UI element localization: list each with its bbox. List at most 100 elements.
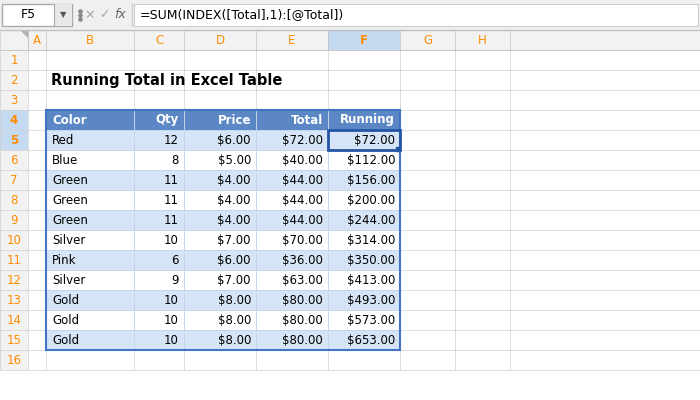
Text: $44.00: $44.00 xyxy=(282,214,323,226)
Bar xyxy=(184,310,256,330)
Bar xyxy=(256,230,328,250)
Text: 9: 9 xyxy=(10,214,18,226)
Bar xyxy=(328,250,400,270)
Bar xyxy=(46,130,134,150)
Polygon shape xyxy=(20,30,28,38)
Bar xyxy=(28,170,46,190)
Bar xyxy=(184,90,256,110)
Bar xyxy=(328,150,400,170)
Bar xyxy=(134,210,184,230)
Bar xyxy=(2,4,72,26)
Bar xyxy=(184,130,256,150)
Bar xyxy=(0,30,700,50)
Bar xyxy=(184,150,256,170)
Text: 10: 10 xyxy=(164,234,179,246)
Bar xyxy=(184,270,256,290)
Bar xyxy=(0,30,28,50)
Bar xyxy=(256,70,328,90)
Bar xyxy=(328,70,400,90)
Bar xyxy=(328,130,400,150)
Bar xyxy=(0,290,28,310)
Bar xyxy=(134,250,184,270)
Bar xyxy=(455,210,510,230)
Bar xyxy=(28,70,46,90)
Text: 8: 8 xyxy=(172,154,179,166)
Text: $8.00: $8.00 xyxy=(218,294,251,306)
Bar xyxy=(256,190,328,210)
Text: $4.00: $4.00 xyxy=(218,174,251,186)
Text: 1: 1 xyxy=(10,54,18,66)
Bar xyxy=(455,50,510,70)
Text: $493.00: $493.00 xyxy=(346,294,395,306)
Bar xyxy=(400,230,455,250)
Bar xyxy=(256,50,328,70)
Text: $70.00: $70.00 xyxy=(282,234,323,246)
Bar xyxy=(256,330,328,350)
Text: 10: 10 xyxy=(164,294,179,306)
Text: $40.00: $40.00 xyxy=(282,154,323,166)
Bar xyxy=(46,210,134,230)
Text: 16: 16 xyxy=(6,354,22,366)
Text: Color: Color xyxy=(52,114,87,126)
Text: A: A xyxy=(33,34,41,46)
Bar xyxy=(184,330,256,350)
Bar xyxy=(0,190,28,210)
Bar xyxy=(46,290,134,310)
Bar xyxy=(328,90,400,110)
Bar xyxy=(400,90,455,110)
Bar xyxy=(455,150,510,170)
Bar xyxy=(328,130,400,150)
Bar xyxy=(46,350,134,370)
Bar xyxy=(46,150,134,170)
Bar xyxy=(184,230,256,250)
Bar xyxy=(0,250,28,270)
Text: 10: 10 xyxy=(6,234,22,246)
Text: $6.00: $6.00 xyxy=(218,254,251,266)
Bar xyxy=(134,150,184,170)
Bar xyxy=(134,210,184,230)
Text: Running Total in Excel Table: Running Total in Excel Table xyxy=(51,72,282,88)
Text: 14: 14 xyxy=(6,314,22,326)
Bar xyxy=(256,210,328,230)
Bar xyxy=(256,290,328,310)
Text: G: G xyxy=(423,34,432,46)
Text: $4.00: $4.00 xyxy=(218,214,251,226)
Text: 6: 6 xyxy=(10,154,18,166)
Text: $573.00: $573.00 xyxy=(346,314,395,326)
Bar xyxy=(328,290,400,310)
Bar xyxy=(134,50,184,70)
Text: $6.00: $6.00 xyxy=(218,134,251,146)
Text: =SUM(INDEX([Total],1):[@Total]): =SUM(INDEX([Total],1):[@Total]) xyxy=(140,8,344,22)
Bar xyxy=(328,110,400,130)
Bar xyxy=(28,250,46,270)
Bar xyxy=(184,170,256,190)
Text: $7.00: $7.00 xyxy=(218,234,251,246)
Bar xyxy=(256,110,328,130)
Bar xyxy=(328,310,400,330)
Bar xyxy=(256,210,328,230)
Text: $413.00: $413.00 xyxy=(346,274,395,286)
Bar xyxy=(134,90,184,110)
Bar xyxy=(28,310,46,330)
Text: $314.00: $314.00 xyxy=(346,234,395,246)
Bar xyxy=(46,110,134,130)
Bar xyxy=(400,290,455,310)
Bar xyxy=(28,210,46,230)
Bar xyxy=(134,4,698,26)
Bar xyxy=(400,310,455,330)
Bar xyxy=(134,130,184,150)
Bar xyxy=(400,50,455,70)
Bar xyxy=(184,170,256,190)
Bar xyxy=(256,250,328,270)
Bar xyxy=(134,110,184,130)
Text: 13: 13 xyxy=(6,294,22,306)
Text: 15: 15 xyxy=(6,334,22,346)
Text: 10: 10 xyxy=(164,314,179,326)
Text: ✓: ✓ xyxy=(99,8,109,22)
Bar xyxy=(400,270,455,290)
Bar xyxy=(134,330,184,350)
Bar xyxy=(256,270,328,290)
Text: $244.00: $244.00 xyxy=(346,214,395,226)
Bar xyxy=(46,250,134,270)
Text: 10: 10 xyxy=(164,334,179,346)
